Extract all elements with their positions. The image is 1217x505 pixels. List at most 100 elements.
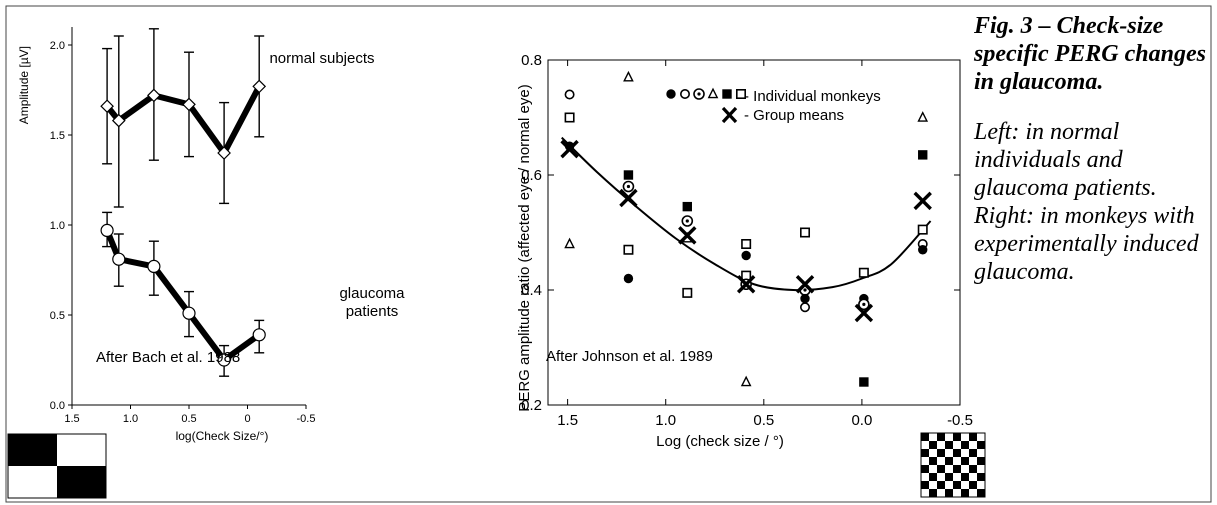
left-annotation: After Bach et al. 1988 [96,349,240,366]
left-axes: 0.0 0.5 1.0 1.5 2.0 1.5 1.0 0.5 0 -0.5 [50,27,316,425]
point-filled-square [623,170,634,180]
group-mean-marker [795,275,815,294]
right-y-tick-label: 0.4 [521,282,542,299]
data-point-circle [217,353,231,367]
legend: - Individual monkeys - Group means [666,87,881,124]
point-filled-circle [666,89,676,99]
figure-caption: Fig. 3 – Check-size specific PERG change… [974,12,1214,286]
point-filled-square [682,201,692,212]
series-line-glaucoma [104,229,261,363]
point-filled-circle [623,273,634,284]
point-dotted-circle [681,215,694,227]
left-x-tick-label: 1.5 [64,413,79,425]
legend-means-label: - Group means [744,107,844,124]
right-x-tick-label: -0.5 [947,412,973,429]
point-open-circle [800,302,811,313]
right-chart: 0.2 0.4 0.6 0.8 1.5 1.0 0.5 0.0 -0.5 PERG amplit… [516,52,986,498]
legend-individual-label: - Individual monkeys [744,88,881,105]
left-x-tick-label: 0.5 [181,413,196,425]
fit-curve [561,136,932,292]
right-y-axis-label: PERG amplitude ratio (affected eye / nor… [516,84,533,411]
fit-curve-line [561,136,932,292]
right-y-tick-label: 0.8 [521,52,542,69]
group-mean-marker [619,188,638,208]
series-line-normal [104,85,262,156]
group-mean-marker [678,226,697,245]
point-filled-square [859,377,869,387]
right-x-axis-label: Log (check size / °) [656,433,784,450]
right-annotation: After Johnson et al. 1989 [546,348,713,365]
group-mean-marker [736,275,756,294]
data-point-circle [112,252,126,266]
data-point-circle [182,306,196,320]
point-open-square [564,112,575,123]
left-y-axis-label: Amplitude [µV] [17,46,31,124]
left-x-tick-label: 1.0 [123,413,138,425]
right-x-tick-label: 0.0 [851,412,872,429]
point-open-square [741,239,752,250]
data-point-diamond [252,79,267,94]
point-open-square [858,267,869,278]
group-mean-marker [560,139,579,159]
right-axes: 0.2 0.4 0.6 0.8 1.5 1.0 0.5 0.0 -0.5 [521,52,973,429]
data-point-diamond [111,113,126,128]
point-dotted-circle [858,298,870,311]
group-means [560,139,932,323]
point-filled-circle [741,250,751,261]
series-label-glaucoma-line2: patients [346,303,399,320]
data-point-diamond [100,99,114,114]
point-filled-square [918,150,928,160]
data-point-diamond [182,97,196,112]
data-point-circle [147,259,161,273]
series-label-normal: normal subjects [269,50,374,67]
point-open-triangle [740,375,752,387]
point-open-triangle [707,87,719,99]
point-open-square [735,89,746,100]
series-label-glaucoma-line1: glaucoma [339,285,405,302]
point-open-square [917,224,928,235]
small-checkerboard-icon [920,432,986,498]
left-y-tick-label: 2.0 [50,40,65,52]
left-series [100,28,267,377]
right-y-tick-label: 0.2 [521,397,542,414]
right-x-tick-label: 0.5 [753,412,774,429]
data-point-circle [100,223,114,237]
point-open-triangle [917,111,929,122]
right-x-tick-label: 1.5 [557,412,578,429]
point-open-circle [564,89,575,100]
left-chart: 0.0 0.5 1.0 1.5 2.0 1.5 1.0 0.5 0 -0.5 Amplitude … [7,27,405,499]
point-open-circle [679,89,690,100]
right-y-tick-label: 0.6 [521,167,542,184]
figure-border [5,5,1212,503]
right-plot-frame [547,59,961,406]
left-y-tick-label: 1.0 [50,220,65,232]
point-open-square [682,287,693,298]
left-y-tick-label: 1.5 [50,130,65,142]
group-mean-marker [913,191,932,211]
right-x-tick-label: 1.0 [655,412,676,429]
individual-points [564,70,929,387]
left-x-tick-label: -0.5 [297,413,316,425]
left-y-tick-label: 0.5 [50,310,65,322]
point-filled-circle [800,293,810,304]
point-open-square [800,227,811,238]
group-mean-marker [854,303,874,323]
left-x-tick-label: 0 [244,413,250,425]
point-open-triangle [623,70,634,82]
point-filled-circle [918,245,928,255]
data-point-diamond [217,146,231,160]
point-open-square [623,244,634,255]
point-dotted-circle [693,88,705,100]
point-open-triangle [564,237,575,249]
left-x-axis-label: log(Check Size/°) [176,429,269,443]
caption-text: Left: in normal individuals and glaucoma… [974,119,1199,285]
point-dotted-circle [622,180,635,193]
large-checkerboard-icon [7,433,107,499]
data-point-circle [252,328,266,342]
left-y-tick-label: 0.0 [50,400,65,412]
data-point-diamond [147,88,161,103]
point-filled-square [722,89,732,99]
legend-mean-marker [721,106,738,124]
caption-title: Fig. 3 – Check-size specific PERG change… [974,13,1206,95]
